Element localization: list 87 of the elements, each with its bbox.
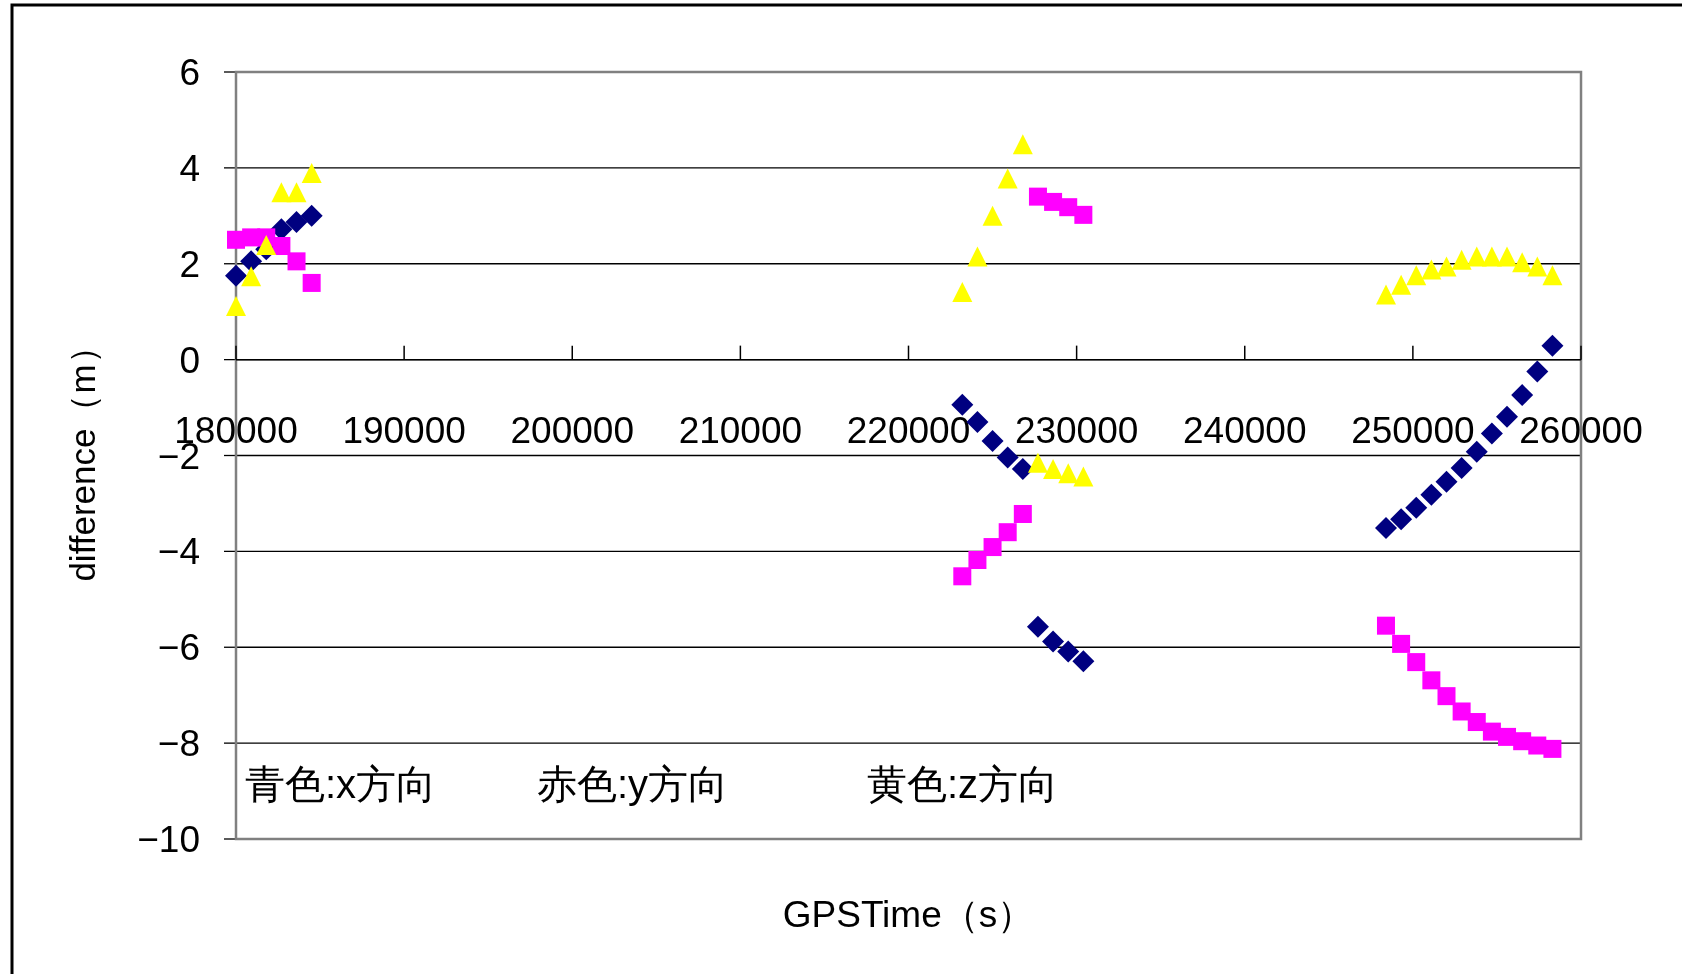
point — [996, 446, 1019, 469]
point — [272, 237, 291, 256]
point — [1541, 334, 1564, 357]
point — [1481, 246, 1502, 267]
point — [1526, 360, 1549, 383]
point — [1543, 739, 1562, 758]
point — [1527, 256, 1548, 277]
y-tick-label: −8 — [157, 723, 200, 765]
point — [1391, 274, 1412, 295]
point — [1421, 259, 1442, 280]
point — [256, 235, 277, 256]
point — [1012, 134, 1033, 155]
point — [226, 295, 246, 316]
point — [983, 538, 1002, 557]
point — [1390, 508, 1413, 531]
point — [1422, 671, 1441, 690]
y-tick-label: 4 — [179, 147, 200, 189]
x-tick-label: 200000 — [510, 409, 634, 451]
y-axis-title: difference（m） — [63, 329, 102, 582]
point — [1467, 713, 1486, 732]
point — [1480, 422, 1503, 445]
point — [1011, 457, 1034, 480]
point — [271, 182, 292, 203]
point — [1013, 504, 1032, 523]
point — [1452, 702, 1471, 721]
point — [1497, 246, 1518, 267]
point — [1074, 205, 1093, 224]
point — [1073, 466, 1094, 487]
y-tick-label: −6 — [157, 627, 200, 669]
point — [1392, 634, 1411, 653]
point — [982, 205, 1003, 226]
point — [1512, 252, 1533, 273]
point — [1435, 470, 1458, 493]
y-tick-label: 2 — [179, 243, 200, 285]
point — [1376, 616, 1395, 635]
point — [286, 182, 307, 203]
point — [1436, 256, 1457, 277]
point — [951, 393, 974, 416]
point — [1042, 630, 1065, 653]
point — [1405, 496, 1428, 519]
point — [287, 252, 306, 271]
point — [1043, 458, 1064, 479]
point — [1420, 483, 1443, 506]
x-tick-label: 220000 — [846, 409, 971, 451]
point — [1058, 463, 1079, 484]
point — [1026, 615, 1049, 638]
x-tick-label: 260000 — [1519, 409, 1643, 451]
x-tick-label: 250000 — [1351, 409, 1475, 451]
x-tick-label: 230000 — [1014, 409, 1139, 451]
point — [1406, 265, 1427, 286]
point — [1450, 456, 1473, 479]
point — [1437, 687, 1456, 706]
y-tick-label: 6 — [179, 52, 200, 93]
y-tick-label: −4 — [157, 531, 200, 573]
point — [1466, 246, 1487, 267]
point — [1057, 640, 1080, 663]
point — [997, 168, 1018, 189]
point — [1451, 249, 1472, 270]
point — [1072, 650, 1095, 673]
x-axis-title: GPSTime（s） — [782, 894, 1035, 935]
point — [1027, 452, 1048, 473]
annotation: 黄色:z方向 — [867, 762, 1059, 806]
y-tick-label: 0 — [179, 339, 200, 381]
x-tick-label: 210000 — [678, 409, 803, 451]
point — [1375, 284, 1396, 305]
point — [1511, 384, 1534, 407]
point — [1542, 265, 1563, 286]
point — [300, 204, 323, 227]
point — [240, 250, 263, 273]
point — [1374, 516, 1397, 539]
x-tick-label: 240000 — [1183, 409, 1307, 451]
point — [1407, 653, 1426, 672]
point — [285, 211, 308, 234]
point — [981, 430, 1004, 453]
point — [241, 266, 262, 287]
annotation: 青色:x方向 — [245, 762, 437, 806]
point — [968, 551, 987, 569]
annotation: 赤色:y方向 — [537, 762, 729, 806]
x-tick-label: 190000 — [342, 409, 466, 451]
y-tick-label: −10 — [137, 819, 200, 860]
point — [952, 281, 973, 302]
point — [998, 523, 1017, 542]
point — [301, 163, 322, 184]
point — [967, 246, 988, 267]
point — [302, 273, 321, 292]
point — [953, 567, 972, 586]
point — [1496, 405, 1519, 428]
